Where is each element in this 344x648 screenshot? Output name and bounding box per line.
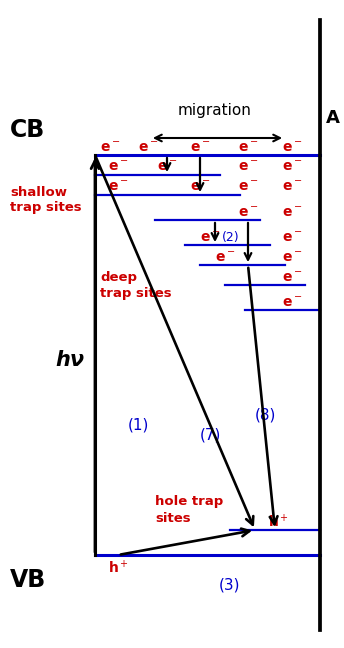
Text: e$^-$: e$^-$	[108, 180, 128, 194]
Text: e$^-$: e$^-$	[282, 160, 302, 174]
Text: e$^-$: e$^-$	[238, 206, 258, 220]
Text: e$^-$: e$^-$	[282, 271, 302, 285]
Text: e$^-$: e$^-$	[215, 251, 235, 265]
Text: e$^-$: e$^-$	[238, 141, 258, 155]
Text: shallow
trap sites: shallow trap sites	[10, 185, 82, 214]
Text: e$^-$: e$^-$	[282, 296, 302, 310]
Text: e$^-$: e$^-$	[157, 160, 177, 174]
Text: migration: migration	[178, 103, 252, 118]
Text: e$^-$: e$^-$	[200, 231, 220, 245]
Text: (3): (3)	[219, 578, 241, 593]
Text: e$^-$: e$^-$	[190, 141, 210, 155]
Text: e$^-$: e$^-$	[282, 206, 302, 220]
Text: hν: hν	[55, 350, 84, 370]
Text: h$^+$: h$^+$	[268, 513, 289, 531]
Text: CB: CB	[10, 118, 45, 142]
Text: A: A	[326, 109, 340, 127]
Text: (1): (1)	[127, 418, 149, 433]
Text: e$^-$: e$^-$	[108, 160, 128, 174]
Text: VB: VB	[10, 568, 46, 592]
Text: (2): (2)	[222, 231, 240, 244]
Text: h$^+$: h$^+$	[108, 559, 128, 577]
Text: (8): (8)	[254, 408, 276, 423]
Text: e$^-$: e$^-$	[282, 180, 302, 194]
Text: e$^-$: e$^-$	[282, 231, 302, 245]
Text: e$^-$: e$^-$	[100, 141, 120, 155]
Text: deep
trap sites: deep trap sites	[100, 270, 172, 299]
Text: e$^-$: e$^-$	[282, 251, 302, 265]
Text: e$^-$: e$^-$	[138, 141, 158, 155]
Text: e$^-$: e$^-$	[282, 141, 302, 155]
Text: e$^-$: e$^-$	[190, 180, 210, 194]
Text: hole trap
sites: hole trap sites	[155, 496, 223, 524]
Text: e$^-$: e$^-$	[238, 160, 258, 174]
Text: (7): (7)	[199, 428, 221, 443]
Text: e$^-$: e$^-$	[238, 180, 258, 194]
